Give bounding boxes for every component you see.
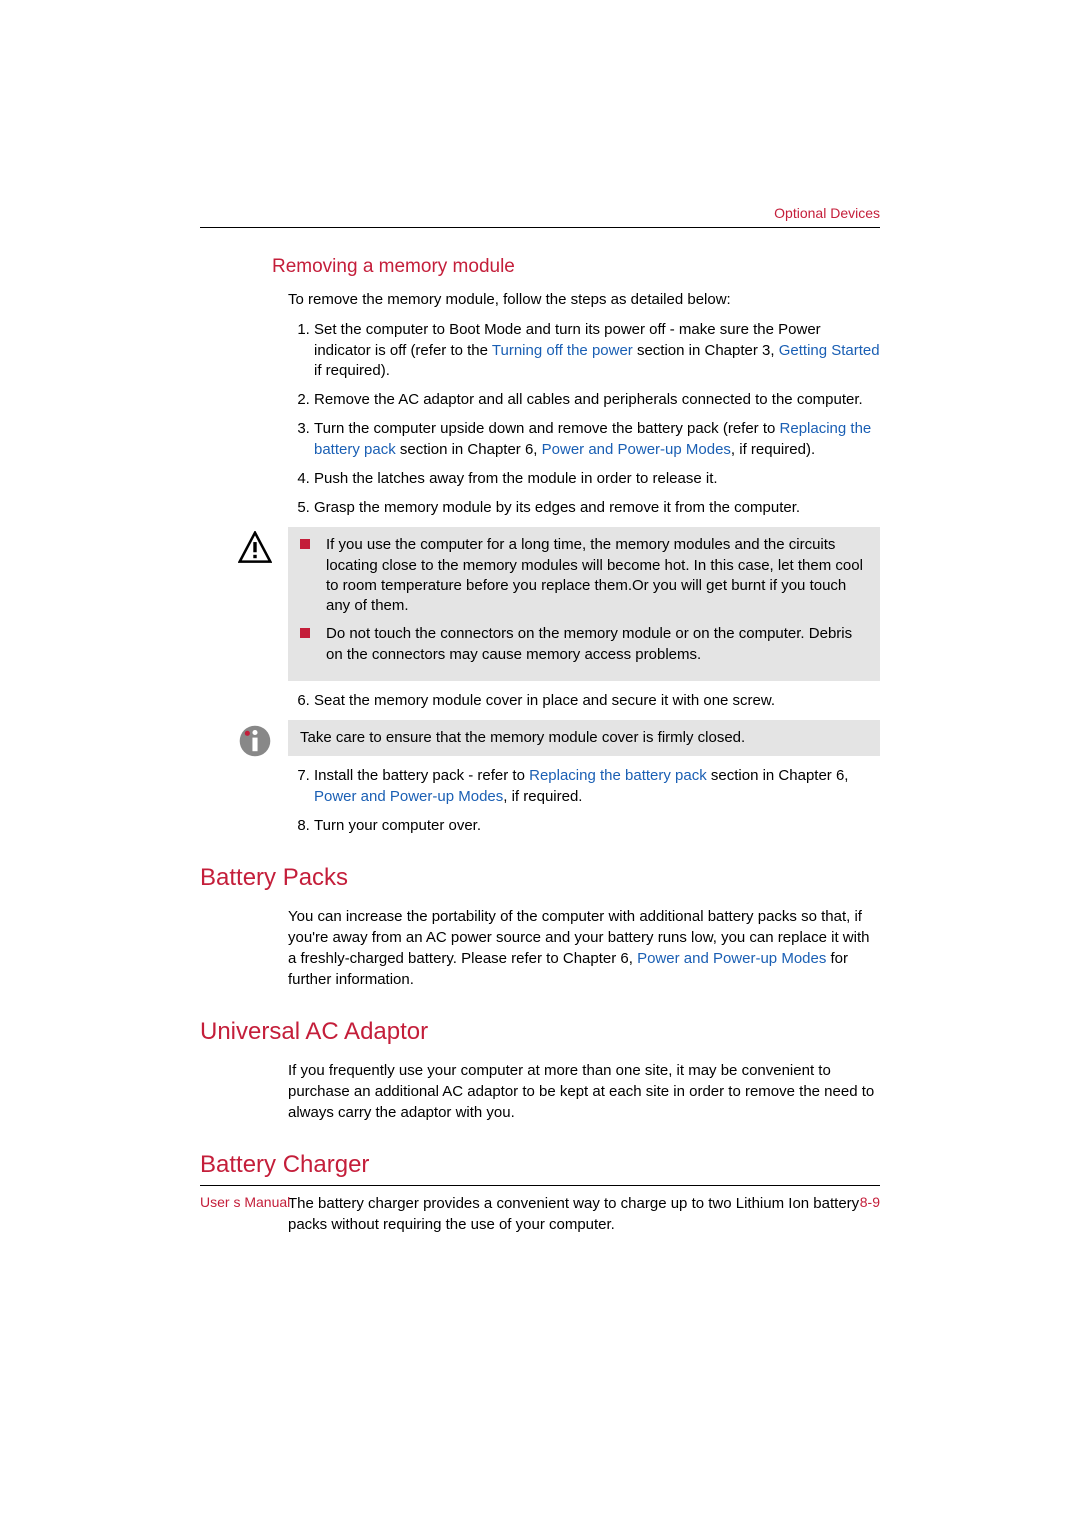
cross-ref-link[interactable]: Turning off the power bbox=[492, 342, 633, 359]
section1-body: To remove the memory module, follow the … bbox=[288, 290, 880, 518]
step-item: Turn your computer over. bbox=[314, 816, 880, 836]
steps-list-a: Set the computer to Boot Mode and turn i… bbox=[288, 320, 880, 518]
steps-list-c: Install the battery pack - refer to Repl… bbox=[288, 766, 880, 836]
steps-list-b: Seat the memory module cover in place an… bbox=[288, 691, 880, 711]
heading-ac-adaptor: Universal AC Adaptor bbox=[200, 1018, 880, 1046]
step-item: Grasp the memory module by its edges and… bbox=[314, 498, 880, 518]
step-item: Push the latches away from the module in… bbox=[314, 469, 880, 489]
text-run: section in Chapter 3, bbox=[633, 342, 779, 359]
heading-battery-charger: Battery Charger bbox=[200, 1151, 880, 1179]
page-header: Optional Devices bbox=[200, 205, 880, 228]
step-item: Install the battery pack - refer to Repl… bbox=[314, 766, 880, 807]
section1-body-b: Seat the memory module cover in place an… bbox=[288, 691, 880, 711]
step-item: Remove the AC adaptor and all cables and… bbox=[314, 390, 880, 410]
text-run: Remove the AC adaptor and all cables and… bbox=[314, 391, 863, 408]
step-item: Set the computer to Boot Mode and turn i… bbox=[314, 320, 880, 381]
text-run: section in Chapter 6, bbox=[707, 767, 849, 784]
header-section-label: Optional Devices bbox=[774, 205, 880, 221]
text-run: Install the battery pack - refer to bbox=[314, 767, 529, 784]
page-footer: User s Manual 8-9 bbox=[200, 1185, 880, 1210]
text-run: , if required). bbox=[731, 441, 815, 458]
footer-right: 8-9 bbox=[860, 1194, 880, 1210]
text-run: Turn the computer upside down and remove… bbox=[314, 420, 780, 437]
text-run: Seat the memory module cover in place an… bbox=[314, 692, 775, 709]
warning-box: If you use the computer for a long time,… bbox=[288, 527, 880, 681]
step-item: Seat the memory module cover in place an… bbox=[314, 691, 880, 711]
info-text: Take care to ensure that the memory modu… bbox=[300, 729, 745, 746]
heading-battery-packs: Battery Packs bbox=[200, 864, 880, 892]
text-run: , if required. bbox=[503, 788, 582, 805]
text-run: Turn your computer over. bbox=[314, 817, 481, 834]
warning-icon bbox=[238, 531, 272, 565]
section1-body-c: Install the battery pack - refer to Repl… bbox=[288, 766, 880, 836]
page-content: Optional Devices Removing a memory modul… bbox=[200, 205, 880, 1243]
cross-ref-link[interactable]: Power and Power-up Modes bbox=[314, 788, 503, 805]
heading-removing-memory: Removing a memory module bbox=[272, 256, 880, 278]
cross-ref-link[interactable]: Power and Power-up Modes bbox=[637, 950, 826, 967]
step-item: Turn the computer upside down and remove… bbox=[314, 419, 880, 460]
warning-item: Do not touch the connectors on the memor… bbox=[300, 624, 868, 665]
info-icon bbox=[238, 724, 272, 758]
cross-ref-link[interactable]: Power and Power-up Modes bbox=[542, 441, 731, 458]
text-run: if required). bbox=[314, 362, 390, 379]
section3-body: If you frequently use your computer at m… bbox=[288, 1060, 880, 1123]
cross-ref-link[interactable]: Replacing the battery pack bbox=[529, 767, 707, 784]
section1-intro: To remove the memory module, follow the … bbox=[288, 290, 880, 310]
warning-list: If you use the computer for a long time,… bbox=[300, 535, 868, 665]
info-box: Take care to ensure that the memory modu… bbox=[288, 720, 880, 756]
text-run: section in Chapter 6, bbox=[396, 441, 542, 458]
footer-left: User s Manual bbox=[200, 1194, 290, 1210]
warning-item: If you use the computer for a long time,… bbox=[300, 535, 868, 616]
text-run: Grasp the memory module by its edges and… bbox=[314, 499, 800, 516]
text-run: Push the latches away from the module in… bbox=[314, 470, 718, 487]
section2-body: You can increase the portability of the … bbox=[288, 906, 880, 990]
cross-ref-link[interactable]: Getting Started bbox=[779, 342, 880, 359]
